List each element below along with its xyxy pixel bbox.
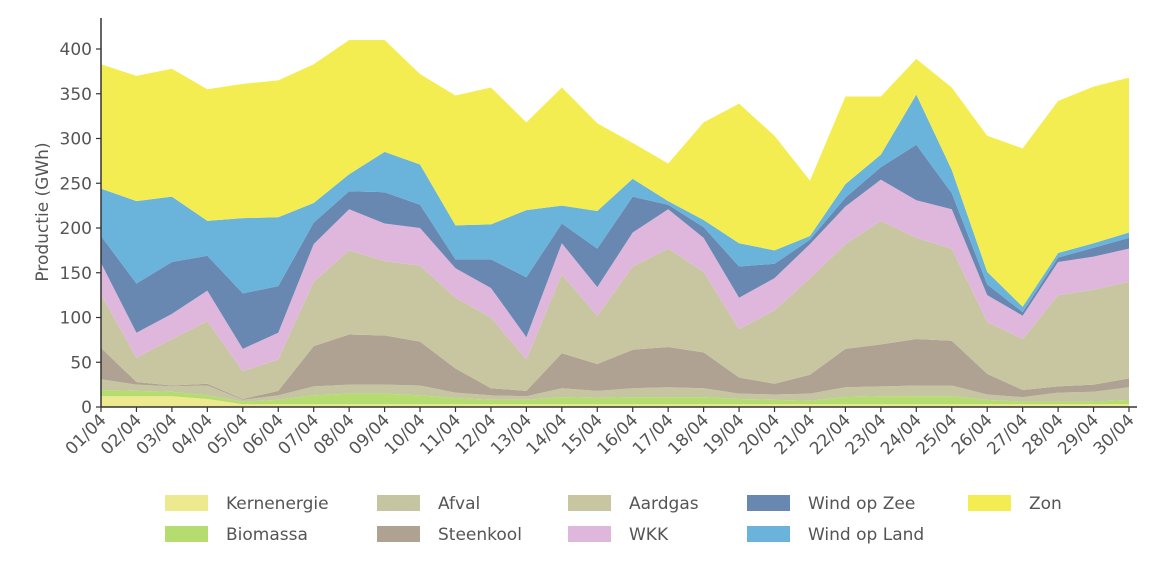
axes-layer: [96, 18, 1137, 412]
legend-label: Wind op Land: [808, 525, 924, 545]
legend-label: Biomassa: [226, 525, 308, 545]
y-tick-label: 150: [60, 264, 92, 284]
y-tick-label: 400: [60, 40, 92, 60]
legend-label: WKK: [629, 525, 669, 545]
legend: Kernenergie Biomassa Afval Steenkool Aardgas…: [165, 494, 1062, 545]
legend-item-afval: Afval: [377, 494, 480, 514]
y-tick-label: 0: [81, 398, 92, 418]
legend-swatch: [568, 526, 611, 542]
y-axis-title: Productie (GWh): [33, 142, 53, 281]
area-wind-op-zee: [101, 144, 1129, 349]
legend-swatch: [968, 495, 1011, 511]
legend-swatch: [377, 526, 420, 542]
legend-label: Zon: [1029, 494, 1062, 514]
y-tick-label: 300: [60, 130, 92, 150]
legend-label: Aardgas: [629, 494, 699, 514]
legend-item-steenkool: Steenkool: [377, 525, 522, 545]
legend-item-aardgas: Aardgas: [568, 494, 699, 514]
legend-item-wind-op-zee: Wind op Zee: [747, 494, 915, 514]
legend-item-wind-op-land: Wind op Land: [747, 525, 924, 545]
area-wkk: [101, 179, 1129, 372]
legend-swatch: [568, 495, 611, 511]
area-zon: [101, 40, 1129, 307]
legend-swatch: [165, 526, 208, 542]
area-wind-op-land: [101, 94, 1129, 313]
y-tick-label: 100: [60, 309, 92, 329]
x-tick-labels: 01/0402/0403/0404/0405/0406/0407/0408/04…: [62, 410, 1139, 459]
y-tick-label: 200: [60, 219, 92, 239]
legend-label: Steenkool: [438, 525, 522, 545]
y-tick-label: 350: [60, 85, 92, 105]
legend-label: Wind op Zee: [808, 494, 915, 514]
x-tick-label: 30/04: [1090, 410, 1139, 459]
legend-swatch: [747, 495, 790, 511]
y-tick-label: 250: [60, 174, 92, 194]
legend-item-kernenergie: Kernenergie: [165, 494, 329, 514]
area-steenkool: [101, 334, 1129, 400]
legend-label: Afval: [438, 494, 480, 514]
area-aardgas: [101, 220, 1129, 399]
area-afval: [101, 379, 1129, 402]
legend-swatch: [377, 495, 420, 511]
y-tick-labels: 0 50 100 150 200 250 300 350 400: [60, 40, 92, 418]
legend-item-zon: Zon: [968, 494, 1062, 514]
y-tick-label: 50: [70, 353, 92, 373]
legend-item-biomassa: Biomassa: [165, 525, 308, 545]
legend-label: Kernenergie: [226, 494, 329, 514]
legend-item-wkk: WKK: [568, 525, 669, 545]
area-biomassa: [101, 390, 1129, 405]
legend-swatch: [747, 526, 790, 542]
legend-swatch: [165, 495, 208, 511]
area-kernenergie: [101, 396, 1129, 407]
areas-layer: [101, 40, 1129, 407]
